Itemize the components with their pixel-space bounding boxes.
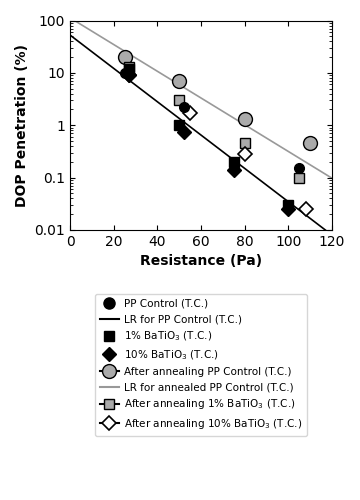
X-axis label: Resistance (Pa): Resistance (Pa) xyxy=(140,254,262,268)
Y-axis label: DOP Penetration (%): DOP Penetration (%) xyxy=(15,44,29,206)
Legend: PP Control (T.C.), LR for PP Control (T.C.), 1% BaTiO$_3$ (T.C.), 10% BaTiO$_3$ : PP Control (T.C.), LR for PP Control (T.… xyxy=(95,294,307,436)
